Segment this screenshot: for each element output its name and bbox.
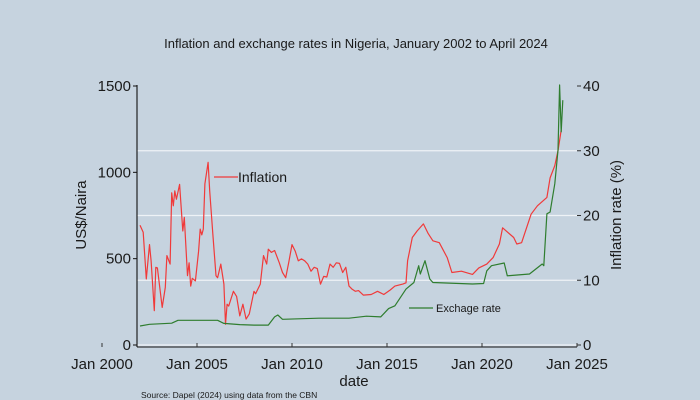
legend-inflation-label: Inflation	[238, 169, 287, 185]
inflation-line	[139, 129, 562, 325]
x-axis-label: date	[339, 373, 368, 390]
y-right-tick-label: 30	[583, 143, 600, 160]
exchange-rate-line	[139, 84, 564, 327]
chart-title: Inflation and exchange rates in Nigeria,…	[164, 36, 548, 51]
y-left-tick-label: 500	[106, 251, 131, 268]
y-left-tick-label: 0	[123, 337, 131, 354]
y-right-tick-label: 10	[583, 272, 600, 289]
y-left-tick-label: 1000	[98, 164, 131, 181]
x-tick-label: Jan 2005	[166, 356, 228, 373]
x-tick-label: Jan 2025	[546, 356, 608, 373]
x-tick-label: Jan 2010	[261, 356, 323, 373]
axes: 0 10 20 30 40 0 500 1000 1500 Jan 2000 Jan 2005 Jan…	[71, 78, 608, 373]
y-axis-right-label: Inflation rate (%)	[608, 160, 625, 270]
source-note: Source: Dapel (2024) using data from the…	[141, 390, 317, 400]
legend-inflation: Inflation	[214, 169, 287, 185]
y-right-tick-label: 0	[583, 337, 591, 354]
x-tick-label: Jan 2020	[451, 356, 513, 373]
legend-exchange: Exchage rate	[409, 303, 501, 315]
y-axis-left-label: US$/Naira	[73, 180, 90, 250]
x-tick-label: Jan 2000	[71, 356, 133, 373]
y-right-tick-label: 20	[583, 208, 600, 225]
series-lines	[139, 84, 564, 327]
legend-exchange-label: Exchage rate	[436, 303, 501, 315]
y-left-tick-label: 1500	[98, 78, 131, 95]
y-right-tick-label: 40	[583, 78, 600, 95]
grid-lines	[137, 150, 577, 346]
x-tick-label: Jan 2015	[356, 356, 418, 373]
